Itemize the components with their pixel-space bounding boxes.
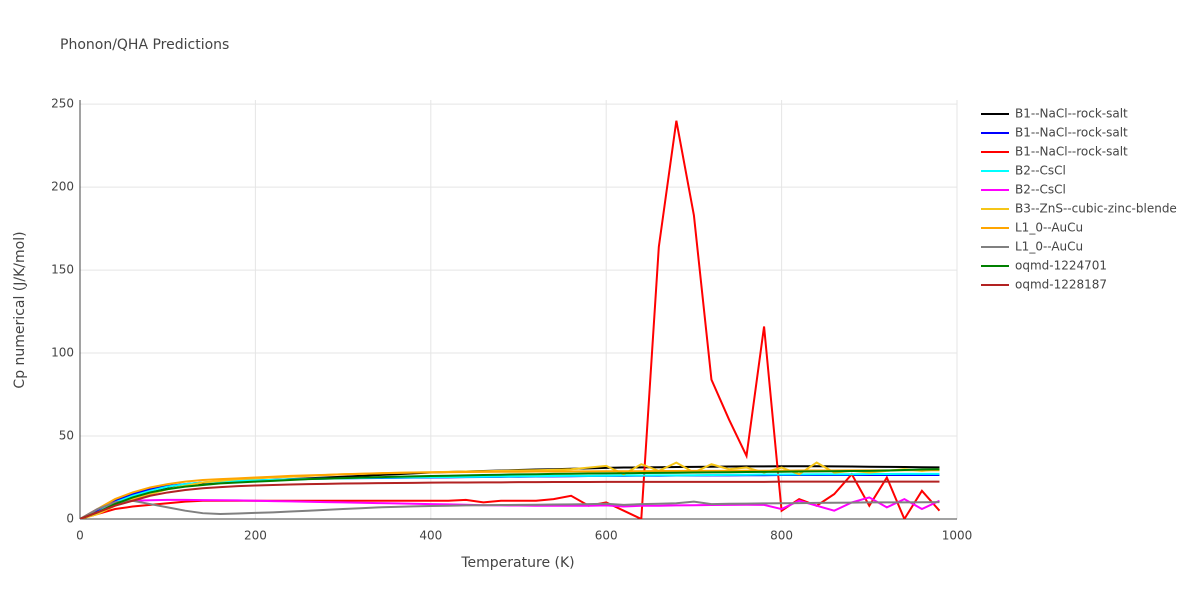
y-tick-label: 0	[66, 512, 74, 526]
plot-area	[80, 120, 941, 519]
legend-label: L1_0--AuCu	[1015, 240, 1083, 254]
y-tick-label: 150	[51, 263, 74, 277]
chart-title: Phonon/QHA Predictions	[60, 37, 229, 53]
x-tick-label: 600	[595, 529, 618, 543]
legend-label: B2--CsCl	[1015, 164, 1066, 178]
x-axis-title: Temperature (K)	[460, 555, 574, 571]
legend-label: B1--NaCl--rock-salt	[1015, 126, 1128, 140]
legend-label: oqmd-1224701	[1015, 259, 1107, 273]
x-tick-label: 200	[244, 529, 267, 543]
series-line	[80, 468, 940, 519]
legend-label: B1--NaCl--rock-salt	[1015, 145, 1128, 159]
legend-label: B2--CsCl	[1015, 183, 1066, 197]
y-tick-label: 100	[51, 346, 74, 360]
legend-label: L1_0--AuCu	[1015, 221, 1083, 235]
y-tick-label: 50	[59, 429, 74, 443]
legend: B1--NaCl--rock-salt B1--NaCl--rock-salt B1…	[981, 107, 1177, 292]
x-tick-label: 0	[76, 529, 84, 543]
y-tick-label: 200	[51, 180, 74, 194]
legend-label: B1--NaCl--rock-salt	[1015, 107, 1128, 121]
legend-label: B3--ZnS--cubic-zinc-blende	[1015, 202, 1177, 216]
grid	[79, 100, 958, 520]
series-line	[80, 499, 940, 519]
series-line	[80, 120, 941, 519]
x-tick-label: 800	[770, 529, 793, 543]
series-line	[80, 480, 940, 519]
legend-label: oqmd-1228187	[1015, 278, 1107, 292]
x-tick-label: 1000	[942, 529, 973, 543]
x-tick-label: 400	[419, 529, 442, 543]
y-tick-label: 250	[51, 97, 74, 111]
y-axis-title: Cp numerical (J/K/mol)	[12, 231, 28, 388]
